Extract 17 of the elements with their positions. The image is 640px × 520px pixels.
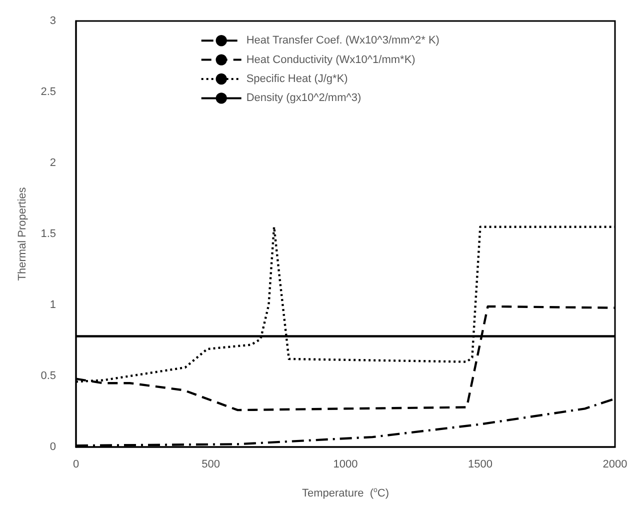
x-tick-label: 1500 <box>468 458 492 470</box>
legend-label: Heat Transfer Coef. (Wx10^3/mm^2* K) <box>246 34 440 47</box>
legend-label: Heat Conductivity (Wx10^1/mm*K) <box>246 54 416 66</box>
x-tick-label: 2000 <box>602 458 628 470</box>
y-tick-label: 2 <box>50 157 56 169</box>
y-tick-label: 1.5 <box>40 228 56 240</box>
y-tick-label: 0.5 <box>40 370 56 382</box>
y-tick-label: 3 <box>50 15 56 27</box>
y-axis-title: Thermal Properties <box>16 186 28 281</box>
legend-label: Specific Heat (J/g*K) <box>246 73 348 85</box>
y-tick-label: 1 <box>50 299 56 311</box>
x-tick-label: 1000 <box>333 458 358 470</box>
x-tick-label: 0 <box>72 458 80 470</box>
legend-label: Density (gx10^2/mm^3) <box>246 92 362 104</box>
x-tick-label: 500 <box>202 458 220 470</box>
y-tick-label: 0 <box>50 441 56 453</box>
y-tick-label: 2.5 <box>40 86 56 98</box>
